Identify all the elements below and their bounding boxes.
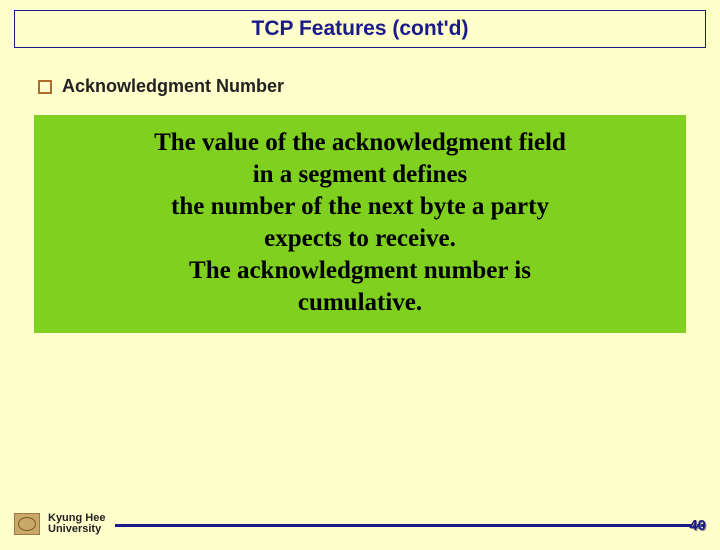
highlight-box: The value of the acknowledgment field in… bbox=[34, 115, 686, 333]
slide-title: TCP Features (cont'd) bbox=[252, 17, 469, 40]
page-number: 40 bbox=[689, 517, 706, 534]
box-line: the number of the next byte a party bbox=[171, 193, 549, 220]
footer-inner: Kyung Hee University bbox=[14, 513, 706, 536]
university-line2: University bbox=[48, 524, 105, 536]
bullet-square-icon bbox=[38, 80, 52, 94]
box-line: The acknowledgment number is bbox=[189, 257, 531, 284]
box-line: expects to receive. bbox=[264, 225, 456, 252]
title-bar: TCP Features (cont'd) bbox=[14, 10, 706, 48]
footer: Kyung Hee University 40 bbox=[0, 513, 720, 536]
footer-divider bbox=[115, 524, 706, 527]
box-line: The value of the acknowledgment field bbox=[154, 129, 566, 156]
box-line: cumulative. bbox=[298, 289, 422, 316]
box-line: in a segment defines bbox=[253, 161, 468, 188]
university-name: Kyung Hee University bbox=[48, 513, 105, 536]
bullet-label: Acknowledgment Number bbox=[62, 76, 284, 97]
highlight-text: The value of the acknowledgment field in… bbox=[52, 127, 668, 319]
university-logo-icon bbox=[14, 513, 40, 535]
bullet-row: Acknowledgment Number bbox=[38, 76, 720, 97]
